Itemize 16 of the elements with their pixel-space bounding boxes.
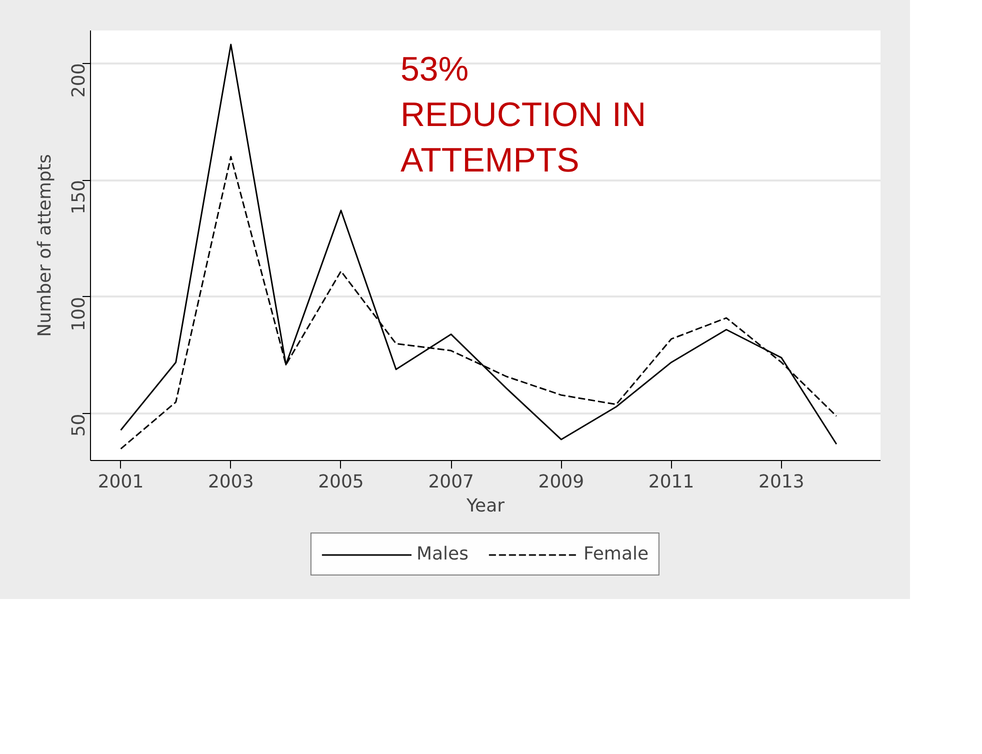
x-axis-title: Year xyxy=(465,496,506,516)
x-tick-label: 2011 xyxy=(648,472,694,492)
y-tick-label: 150 xyxy=(68,180,90,214)
text: Female xyxy=(583,544,649,564)
y-tick-label: 50 xyxy=(68,414,90,437)
x-tick-label: 2003 xyxy=(208,472,254,492)
legend-label: Males xyxy=(416,544,468,564)
x-tick-label: 2001 xyxy=(98,472,144,492)
y-axis-title: Number of attempts xyxy=(34,154,56,337)
x-tick-label: 2005 xyxy=(318,472,364,492)
annotation: 53% REDUCTION IN ATTEMPTS xyxy=(400,50,646,180)
y-tick-label: 100 xyxy=(68,296,90,332)
y-tick-label: 200 xyxy=(68,63,90,98)
x-tick-label: 2009 xyxy=(538,472,584,492)
x-tick-label: 2007 xyxy=(428,472,474,492)
x-tick-label: 2013 xyxy=(758,472,804,492)
